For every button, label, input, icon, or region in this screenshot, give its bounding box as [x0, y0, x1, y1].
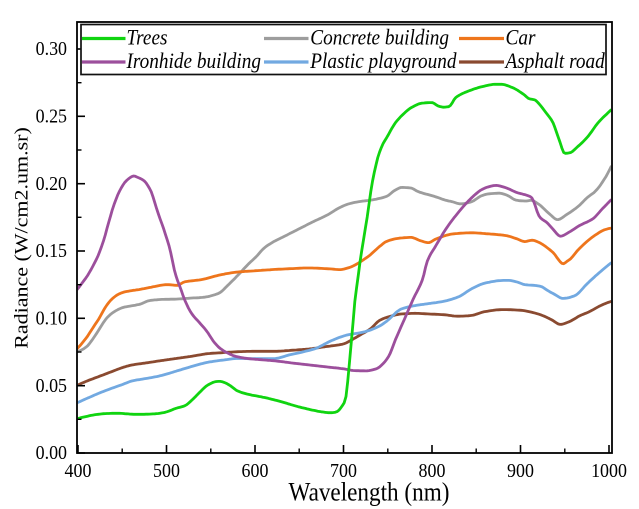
svg-text:900: 900	[507, 460, 534, 482]
svg-text:0.10: 0.10	[36, 307, 67, 329]
svg-text:1000: 1000	[591, 460, 627, 482]
svg-text:Concrete building: Concrete building	[310, 27, 449, 50]
svg-text:400: 400	[65, 460, 92, 482]
svg-text:0.05: 0.05	[36, 375, 67, 397]
svg-text:Radiance (W/cm2.um.sr): Radiance (W/cm2.um.sr)	[12, 127, 32, 349]
svg-text:600: 600	[242, 460, 269, 482]
svg-text:Trees: Trees	[127, 27, 168, 50]
svg-text:0.20: 0.20	[36, 173, 67, 195]
svg-text:0.00: 0.00	[36, 442, 67, 464]
svg-text:800: 800	[419, 460, 446, 482]
svg-text:0.15: 0.15	[36, 240, 67, 262]
svg-text:500: 500	[153, 460, 180, 482]
svg-text:Asphalt road: Asphalt road	[504, 50, 606, 73]
svg-text:Car: Car	[506, 27, 537, 50]
svg-text:700: 700	[330, 460, 357, 482]
svg-text:Ironhide building: Ironhide building	[126, 50, 261, 73]
svg-text:Wavelength (nm): Wavelength (nm)	[289, 478, 450, 507]
svg-text:0.30: 0.30	[36, 38, 67, 60]
svg-text:0.25: 0.25	[36, 105, 67, 127]
svg-text:Plastic playground: Plastic playground	[309, 50, 457, 73]
